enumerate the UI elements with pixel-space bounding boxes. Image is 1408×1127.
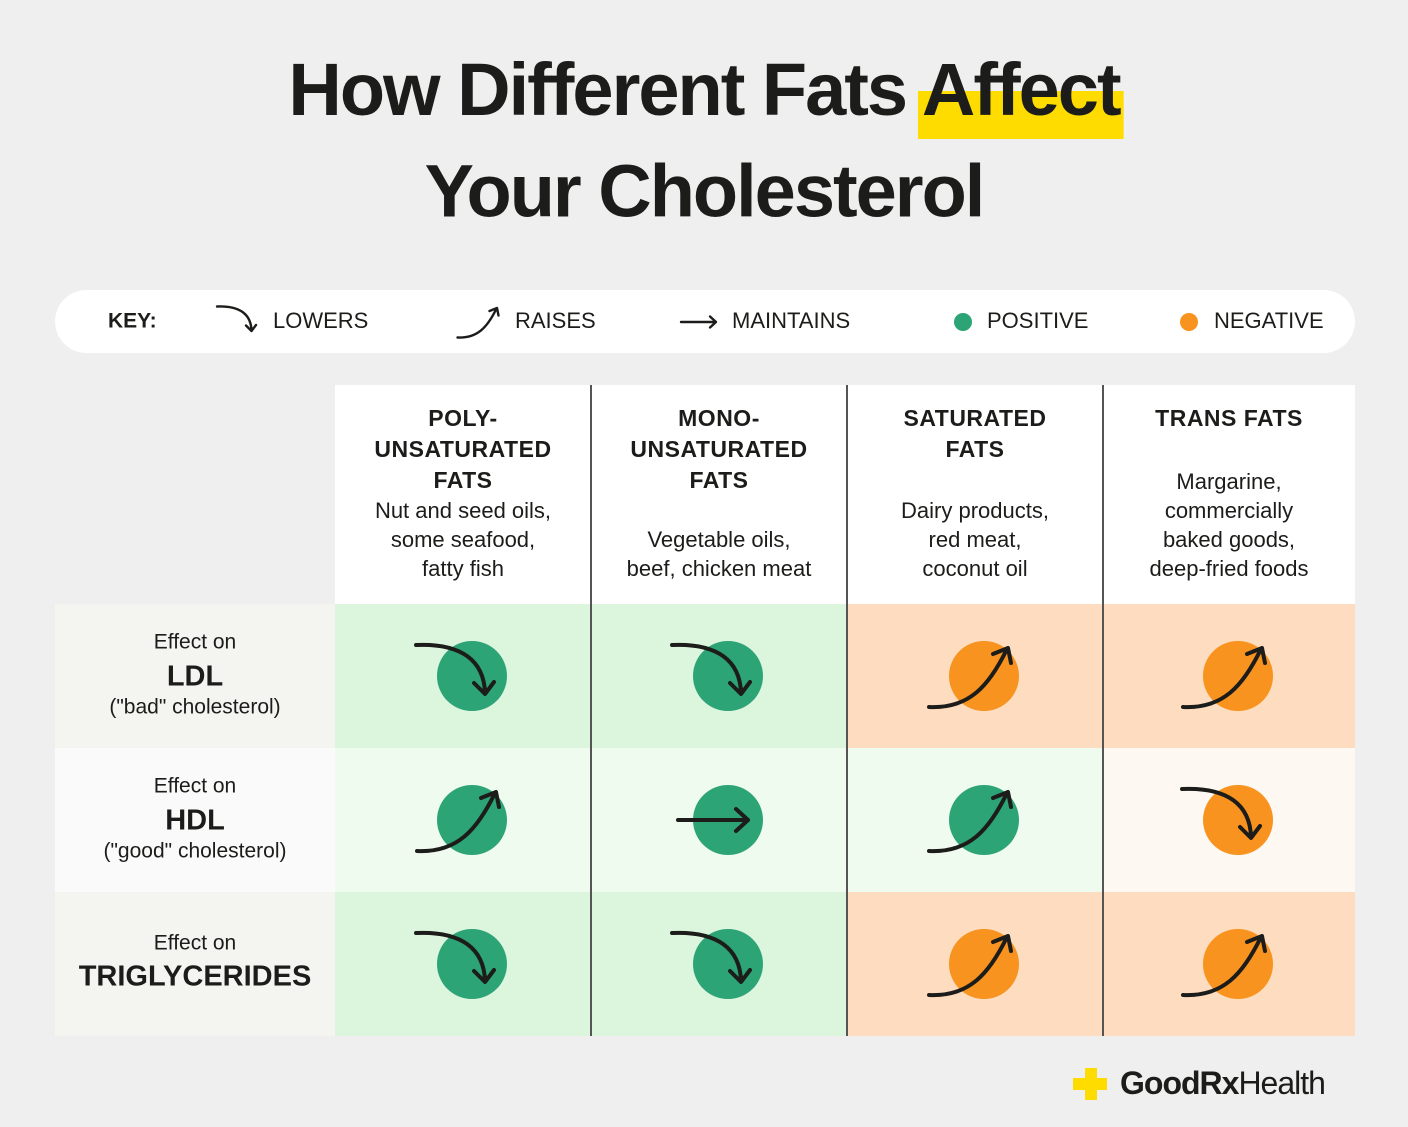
column-name: UNSATURATED — [374, 436, 551, 462]
arrow — [927, 646, 1013, 710]
row-label: HDL — [165, 805, 225, 837]
column-name: SATURATED — [904, 405, 1047, 431]
row-label: Effect on — [154, 932, 237, 955]
effect-arrow — [415, 790, 501, 854]
column-foods: red meat, — [929, 527, 1022, 552]
arrow — [679, 315, 718, 329]
effect-arrow — [1181, 646, 1267, 710]
key-dot — [954, 313, 972, 331]
effect-arrow — [927, 790, 1013, 854]
key-icon — [215, 305, 258, 333]
column-foods: beef, chicken meat — [627, 556, 812, 581]
title-line: Your Cholesterol — [425, 150, 984, 233]
key-icon — [679, 315, 718, 329]
effect-arrow — [676, 807, 750, 833]
column-foods: fatty fish — [422, 556, 504, 581]
logo-suffix: Health — [1238, 1065, 1325, 1101]
column-foods: Vegetable oils, — [647, 527, 790, 552]
key-label: KEY: — [108, 310, 157, 333]
title-text: How Different Fats — [288, 48, 906, 131]
key-dot — [1180, 313, 1198, 331]
logo-text: GoodRxHealth — [1120, 1065, 1325, 1101]
column-foods: Nut and seed oils, — [375, 498, 551, 523]
key-item-label: NEGATIVE — [1214, 308, 1324, 333]
title-highlight — [917, 91, 1124, 139]
logo: GoodRxHealth — [1073, 1065, 1326, 1101]
row-label-cell — [55, 604, 335, 748]
row-label: Effect on — [154, 775, 237, 798]
key-item-label: POSITIVE — [987, 308, 1088, 333]
arrow — [1180, 786, 1262, 840]
column-foods: deep-fried foods — [1150, 556, 1309, 581]
effect-arrow — [670, 642, 752, 696]
arrow — [414, 930, 496, 984]
column-name: POLY- — [428, 405, 497, 431]
column-name: MONO- — [678, 405, 760, 431]
logo-brand: GoodRx — [1120, 1065, 1240, 1101]
row-label: Effect on — [154, 631, 237, 654]
row-label: TRIGLYCERIDES — [79, 961, 312, 993]
key-item-label: RAISES — [515, 308, 596, 333]
effect-circle — [437, 929, 507, 999]
arrow — [670, 642, 752, 696]
effect-arrow — [1180, 786, 1262, 840]
column-name: FATS — [433, 467, 492, 493]
row-label: ("good" cholesterol) — [103, 840, 286, 863]
effect-arrow — [927, 646, 1013, 710]
arrow — [1181, 646, 1267, 710]
effect-circle — [693, 929, 763, 999]
effect-arrow — [414, 930, 496, 984]
column-foods: coconut oil — [922, 556, 1027, 581]
column-name: TRANS FATS — [1155, 405, 1303, 431]
arrow — [415, 790, 501, 854]
arrow — [670, 930, 752, 984]
key-item-label: LOWERS — [273, 308, 368, 333]
header-row — [335, 385, 1355, 604]
effect-circle — [1203, 785, 1273, 855]
effect-arrow — [670, 930, 752, 984]
column-foods: Margarine, — [1176, 469, 1281, 494]
effect-arrow — [414, 642, 496, 696]
key-icon — [456, 306, 500, 339]
key-item-label: MAINTAINS — [732, 308, 850, 333]
row-label-cell — [55, 748, 335, 892]
arrow — [927, 790, 1013, 854]
effect-arrow — [927, 934, 1013, 998]
effect-circle — [437, 641, 507, 711]
effect-circle — [693, 641, 763, 711]
column-foods: Dairy products, — [901, 498, 1049, 523]
arrow — [1181, 934, 1267, 998]
row-label: ("bad" cholesterol) — [109, 696, 280, 719]
column-name: UNSATURATED — [630, 436, 807, 462]
column-name: FATS — [945, 436, 1004, 462]
effect-arrow — [1181, 934, 1267, 998]
arrow — [676, 807, 750, 833]
row-label-cell — [55, 892, 335, 1036]
column-foods: commercially — [1165, 498, 1293, 523]
logo-mark — [1073, 1068, 1107, 1100]
arrow — [414, 642, 496, 696]
arrow — [456, 306, 500, 339]
row-label: LDL — [167, 661, 223, 693]
column-name: FATS — [689, 467, 748, 493]
column-foods: some seafood, — [391, 527, 535, 552]
title-line: How Different Fats Affect — [288, 48, 1121, 131]
arrow — [927, 934, 1013, 998]
column-foods: baked goods, — [1163, 527, 1295, 552]
title-highlight-text: Affect — [922, 48, 1121, 131]
arrow — [215, 305, 258, 333]
